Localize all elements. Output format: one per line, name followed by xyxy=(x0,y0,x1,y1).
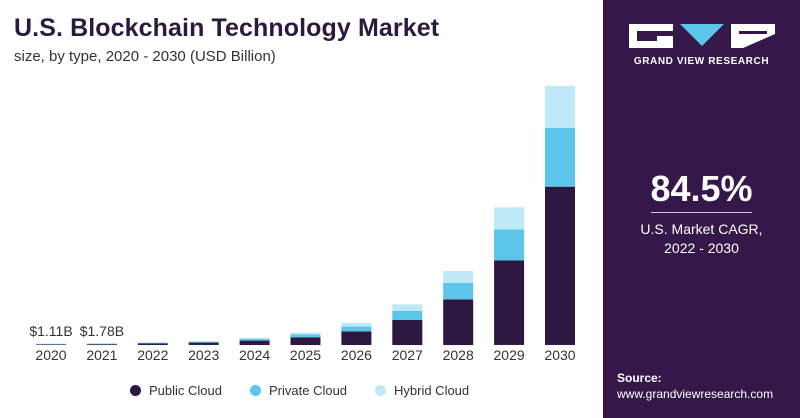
bar-public-cloud-2028 xyxy=(443,299,474,346)
source-url: www.grandviewresearch.com xyxy=(617,387,774,401)
bar-hybrid-cloud-2030 xyxy=(545,85,575,128)
bar-public-cloud-2029 xyxy=(494,260,525,345)
legend-label-private-cloud: Private Cloud xyxy=(269,383,348,398)
x-tick-label-2027: 2027 xyxy=(392,347,423,363)
cagr-divider xyxy=(651,212,752,213)
x-tick-label-2030: 2030 xyxy=(544,347,575,363)
chart-panel: 2020 2021 2022 2023 2024 2025 2026 2027 2028 2029… xyxy=(14,14,576,398)
bar-public-cloud-2030 xyxy=(545,186,575,345)
x-tick-label-2028: 2028 xyxy=(443,347,474,363)
x-tick-label-2021: 2021 xyxy=(86,347,117,363)
bar-hybrid-cloud-2027 xyxy=(392,304,423,311)
bar-private-cloud-2027 xyxy=(392,310,423,320)
bar-public-cloud-2026 xyxy=(341,331,372,346)
bar-private-cloud-2026 xyxy=(341,326,372,332)
legend-item-private-cloud: Private Cloud xyxy=(250,383,347,398)
bar-public-cloud-2023 xyxy=(188,342,219,345)
source-label: Source: xyxy=(617,371,662,385)
bar-private-cloud-2030 xyxy=(545,127,575,187)
bar-public-cloud-2025 xyxy=(290,337,321,346)
cagr-label: U.S. Market CAGR, 2022 - 2030 xyxy=(603,220,800,258)
x-tick-label-2022: 2022 xyxy=(137,347,168,363)
bar-private-cloud-2023 xyxy=(188,341,219,343)
bar-private-cloud-2025 xyxy=(290,334,321,338)
chart-subtitle: size, by type, 2020 - 2030 (USD Billion) xyxy=(14,48,276,65)
legend-swatch-private-cloud xyxy=(250,385,261,396)
x-tick-label-2023: 2023 xyxy=(188,347,219,363)
cagr-value: 84.5% xyxy=(650,168,753,209)
sidebar: GRAND VIEW RESEARCH 84.5% U.S. Market CA… xyxy=(603,0,800,418)
bar-public-cloud-2022 xyxy=(137,343,168,345)
x-tick-label-2025: 2025 xyxy=(290,347,321,363)
bar-hybrid-cloud-2028 xyxy=(443,271,474,283)
x-tick-label-2026: 2026 xyxy=(341,347,372,363)
grand-view-research-logo xyxy=(629,24,775,48)
legend-item-public-cloud: Public Cloud xyxy=(130,383,222,398)
bar-public-cloud-2027 xyxy=(392,320,423,346)
bar-hybrid-cloud-2029 xyxy=(494,207,525,230)
bar-hybrid-cloud-2021 xyxy=(86,343,117,344)
bar-hybrid-cloud-2025 xyxy=(290,332,321,335)
bar-private-cloud-2028 xyxy=(443,282,474,300)
bar-hybrid-cloud-2023 xyxy=(188,341,219,342)
data-label-2021: $1.78B xyxy=(80,323,124,339)
x-tick-label-2024: 2024 xyxy=(239,347,270,363)
x-tick-label-2020: 2020 xyxy=(35,347,66,363)
bar-hybrid-cloud-2022 xyxy=(137,342,168,343)
bar-hybrid-cloud-2020 xyxy=(36,343,66,345)
legend-label-public-cloud: Public Cloud xyxy=(149,383,222,398)
legend-item-hybrid-cloud: Hybrid Cloud xyxy=(375,383,469,398)
cagr-label-line1: U.S. Market CAGR, xyxy=(640,221,763,237)
bar-private-cloud-2029 xyxy=(494,229,525,261)
bar-public-cloud-2020 xyxy=(36,344,66,345)
stacked-bar-chart: 2020 2021 2022 2023 2024 2025 2026 2027 2028 2029… xyxy=(29,85,576,363)
chart-title: U.S. Blockchain Technology Market xyxy=(14,14,440,42)
bar-hybrid-cloud-2024 xyxy=(239,337,270,339)
legend-swatch-public-cloud xyxy=(130,385,141,396)
bar-hybrid-cloud-2026 xyxy=(341,322,372,327)
legend-label-hybrid-cloud: Hybrid Cloud xyxy=(394,383,470,398)
data-label-2020: $1.11B xyxy=(29,323,72,339)
brand-name: GRAND VIEW RESEARCH xyxy=(633,56,770,67)
bar-private-cloud-2024 xyxy=(239,339,270,341)
bar-public-cloud-2021 xyxy=(86,344,117,346)
bar-public-cloud-2024 xyxy=(239,340,270,346)
bar-private-cloud-2022 xyxy=(137,342,168,344)
x-tick-label-2029: 2029 xyxy=(494,347,525,363)
cagr-label-line2: 2022 - 2030 xyxy=(664,240,739,256)
legend-swatch-hybrid-cloud xyxy=(375,385,386,396)
